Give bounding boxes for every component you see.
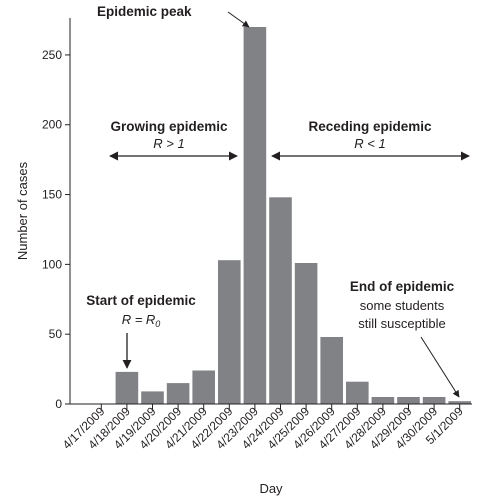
peak-arrow — [227, 11, 250, 28]
start-epidemic-r-sub: 0 — [155, 319, 160, 329]
y-tick-label: 250 — [42, 48, 62, 62]
bar-4-27-2009 — [346, 381, 369, 404]
bar-4-29-2009 — [397, 397, 420, 404]
growing-epidemic-r: R > 1 — [153, 136, 184, 151]
x-axis-title: Day — [259, 481, 283, 496]
end-epidemic-arrow — [420, 336, 460, 398]
start-epidemic-title: Start of epidemic — [86, 293, 196, 308]
bars-group — [115, 27, 471, 404]
bar-4-21-2009 — [192, 370, 215, 404]
y-tick-label: 150 — [42, 188, 62, 202]
y-tick-label: 50 — [49, 327, 63, 341]
bar-4-28-2009 — [371, 397, 395, 404]
end-epidemic-title: End of epidemic — [350, 279, 455, 294]
y-axis-title: Number of cases — [15, 161, 30, 260]
end-epidemic-line2: still susceptible — [358, 316, 445, 331]
y-tick-label: 100 — [42, 257, 62, 271]
start-epidemic-r: R = R0 — [122, 312, 161, 329]
bar-4-18-2009 — [115, 371, 139, 404]
bar-4-19-2009 — [141, 391, 164, 404]
bar-4-20-2009 — [166, 383, 190, 404]
bar-5-1-2009 — [448, 401, 471, 404]
y-tick-label: 0 — [55, 397, 62, 411]
peak-annotation: Epidemic peak — [97, 4, 192, 19]
end-epidemic-line1: some students — [360, 298, 445, 313]
receding-epidemic-title: Receding epidemic — [308, 119, 432, 134]
receding-epidemic-r: R < 1 — [354, 136, 385, 151]
y-ticks-group: 0 50 100 150 200 250 — [42, 48, 70, 411]
start-epidemic-r-main: R = R — [122, 312, 156, 327]
bar-4-25-2009 — [294, 263, 318, 404]
x-ticks-group: 4/17/20094/18/20094/19/20094/20/20094/21… — [60, 404, 466, 452]
bar-4-26-2009 — [320, 337, 343, 404]
bar-4-24-2009 — [269, 197, 292, 404]
y-tick-label: 200 — [42, 118, 62, 132]
growing-epidemic-title: Growing epidemic — [110, 119, 228, 134]
bar-4-30-2009 — [422, 397, 446, 404]
bar-4-22-2009 — [218, 260, 241, 404]
bar-4-23-2009 — [243, 27, 267, 404]
